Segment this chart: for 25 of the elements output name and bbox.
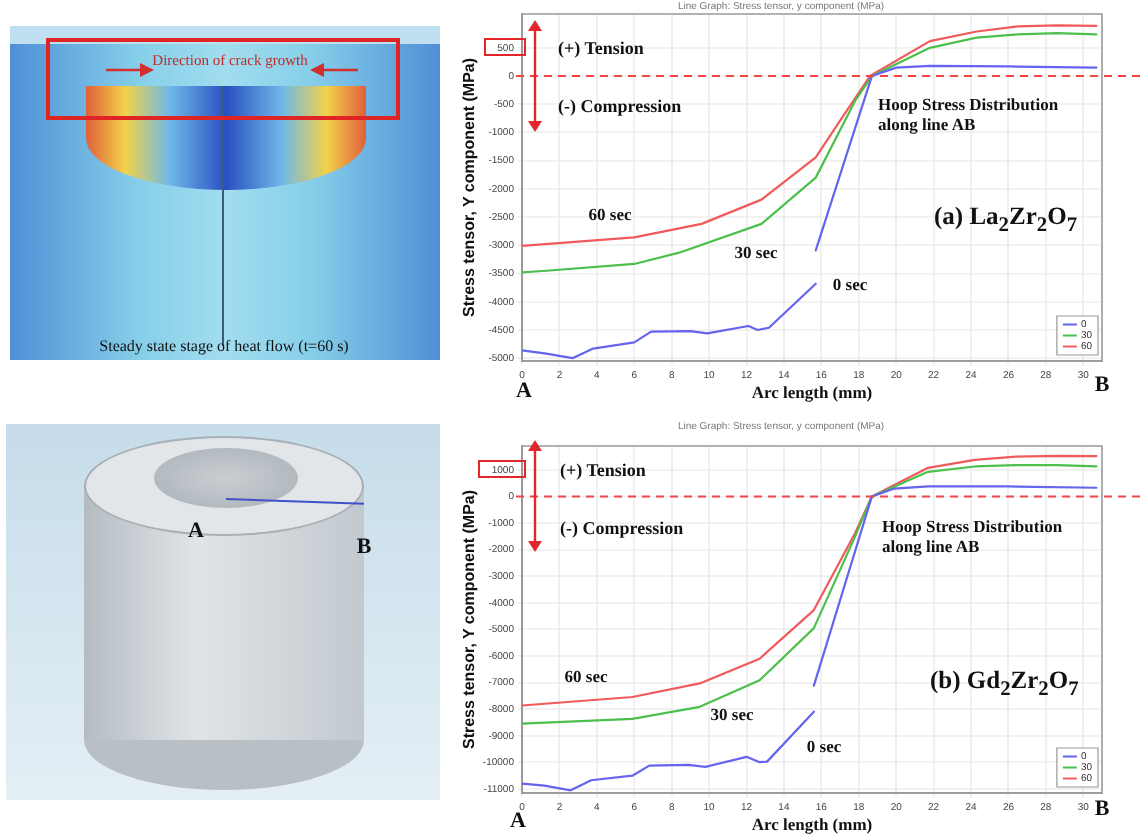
annotation: Hoop Stress Distribution along line AB — [882, 516, 1065, 558]
text: B — [1094, 797, 1110, 823]
annotation: (+) Tension — [560, 459, 646, 481]
annotation: (b) Gd$_{2}$Zr$_{2}$O$_{7}$ — [930, 665, 1079, 703]
annotation: (a) La$_{2}$Zr$_{2}$O$_{7}$ — [934, 201, 1078, 239]
annotation: (+) Tension — [558, 37, 644, 59]
annotation: (-) Compression — [558, 95, 682, 117]
y-axis-title: Stress tensor, Y component (MPa) — [460, 489, 479, 750]
text: A — [188, 519, 204, 545]
text: A — [516, 379, 532, 405]
text: Steady state stage of heat flow (t=60 s) — [99, 336, 349, 356]
text: A — [510, 809, 526, 835]
annotation: 30 sec — [710, 704, 754, 726]
annotation: 0 sec — [806, 736, 842, 758]
y-axis-title: Stress tensor, Y component (MPa) — [460, 57, 479, 318]
text: B — [1094, 373, 1110, 399]
text: B — [356, 535, 372, 561]
annotation: 60 sec — [588, 204, 632, 226]
x-axis-title: Arc length (mm) — [751, 382, 873, 403]
annotation: 30 sec — [734, 242, 778, 264]
annotation: 0 sec — [832, 274, 868, 296]
annotation: Hoop Stress Distribution along line AB — [878, 94, 1061, 136]
x-axis-title: Arc length (mm) — [751, 814, 873, 835]
annotation: 60 sec — [564, 666, 608, 688]
annotation: (-) Compression — [560, 517, 684, 539]
